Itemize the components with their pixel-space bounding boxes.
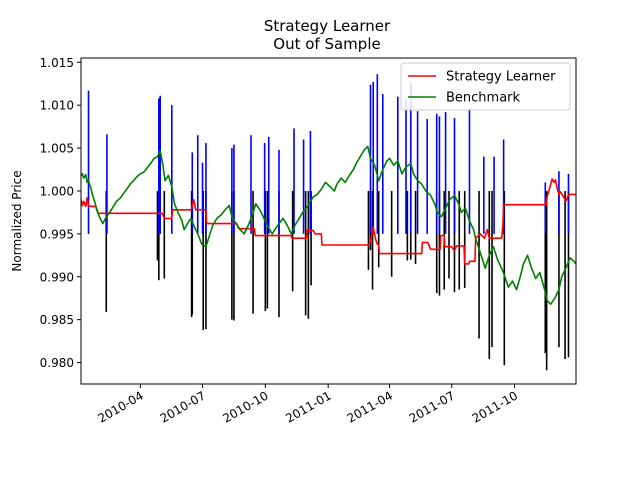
y-axis: 0.980 0.985 0.990 0.995 1.000 1.005 1.010 1.015	[40, 56, 81, 370]
series-lines	[81, 145, 576, 306]
y-tick-label: 1.010	[40, 99, 74, 113]
long-entry-markers	[87, 74, 570, 234]
plot-area	[81, 74, 576, 371]
chart-title: Strategy Learner	[264, 17, 391, 35]
y-axis-label: Normalized Price	[10, 170, 24, 271]
legend-box	[400, 62, 571, 111]
strategy-learner-line	[81, 178, 576, 265]
y-tick-label: 0.995	[40, 227, 74, 241]
y-tick-label: 0.985	[40, 313, 74, 327]
y-tick-label: 1.005	[40, 142, 74, 156]
y-tick-label: 0.990	[40, 270, 74, 284]
benchmark-line	[81, 145, 576, 306]
y-tick-label: 1.000	[40, 184, 74, 198]
chart-subtitle: Out of Sample	[273, 35, 380, 53]
y-tick-label: 1.015	[40, 56, 74, 70]
legend-label-benchmark: Benchmark	[446, 91, 521, 106]
legend: Strategy Learner Benchmark	[400, 62, 571, 111]
legend-label-strategy: Strategy Learner	[446, 70, 556, 85]
y-tick-label: 0.980	[40, 356, 74, 370]
